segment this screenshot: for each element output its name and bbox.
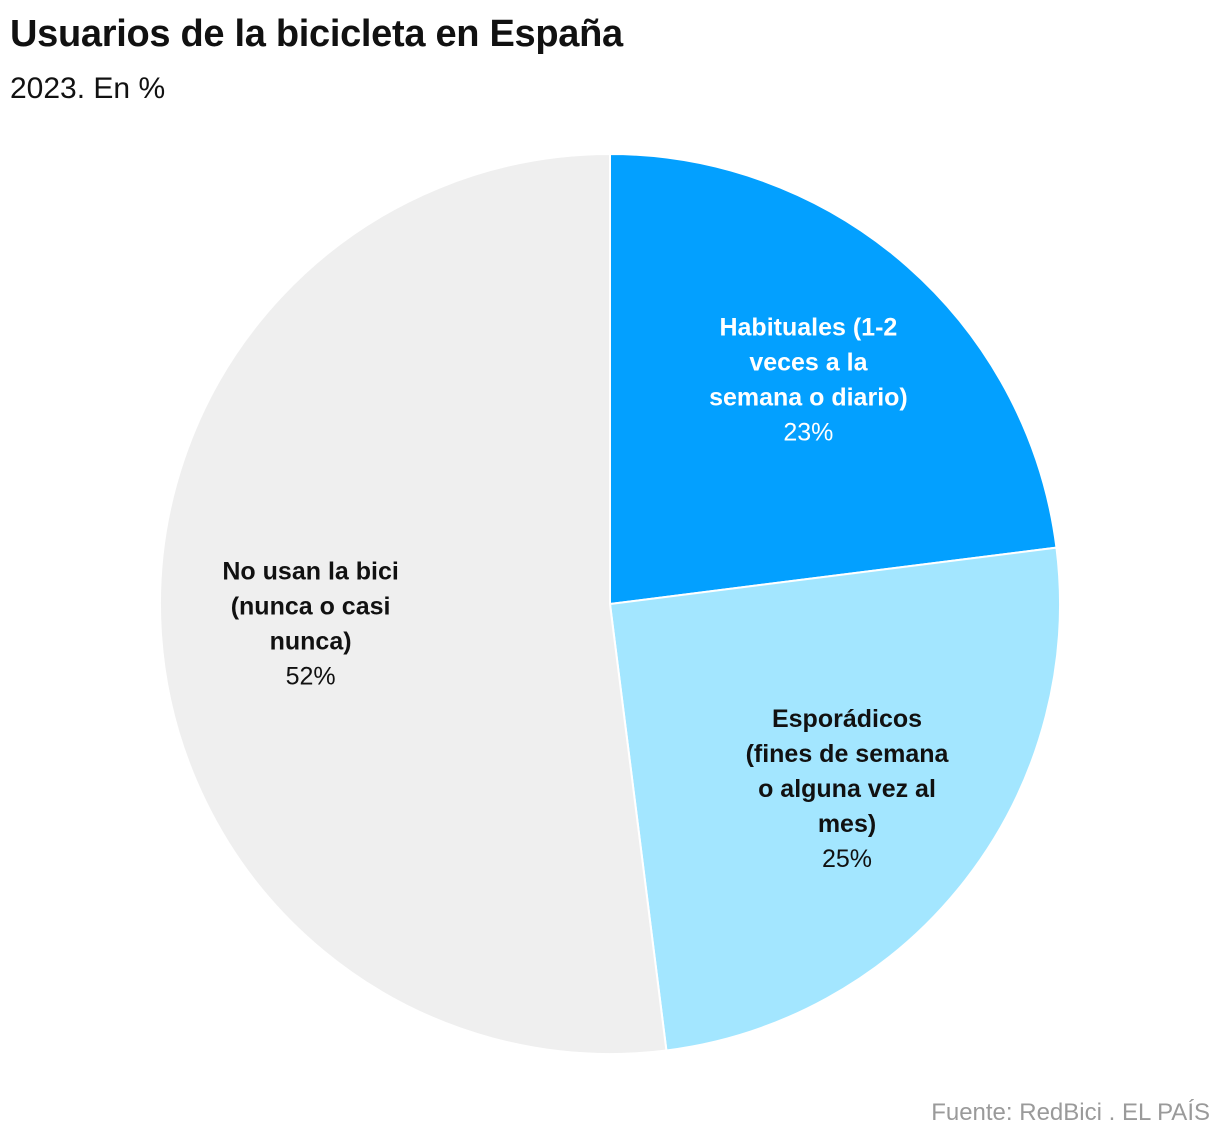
source-note: Fuente: RedBici . EL PAÍS (931, 1098, 1210, 1126)
slice-label-line: veces a la (749, 349, 868, 377)
slice-label-line: mes) (818, 810, 876, 838)
slice-label-2: Esporádicos (fines de semana o alguna vez … (746, 705, 950, 873)
slice-label-line: (fines de semana (746, 740, 950, 768)
pie-slice-2 (608, 546, 1061, 1052)
pie-slice-1 (609, 152, 1058, 606)
slice-label-line: o alguna vez al (758, 775, 936, 803)
slice-label-line: (nunca o casi (231, 592, 391, 620)
slice-value-label: 25% (822, 845, 872, 873)
pie-labels: Habituales (1-2 veces a la semana o diario… (222, 314, 949, 873)
slice-value-label: 23% (783, 419, 833, 447)
pie-slice-3 (159, 152, 668, 1055)
slice-label-line: No usan la bici (222, 557, 398, 585)
slice-label-line: nunca) (270, 627, 352, 655)
chart-subtitle: 2023. En % (10, 72, 166, 105)
chart-title: Usuarios de la bicicleta en España (10, 13, 623, 55)
pie-slices (159, 152, 1061, 1055)
slice-label-3: No usan la bici (nunca o casi nunca) 52% (222, 557, 398, 690)
slice-value-label: 52% (286, 662, 336, 690)
slice-label-1: Habituales (1-2 veces a la semana o diario… (709, 314, 908, 447)
slice-label-line: Habituales (1-2 (719, 314, 897, 342)
slice-label-line: semana o diario) (709, 384, 908, 412)
slice-label-line: Esporádicos (772, 705, 922, 733)
